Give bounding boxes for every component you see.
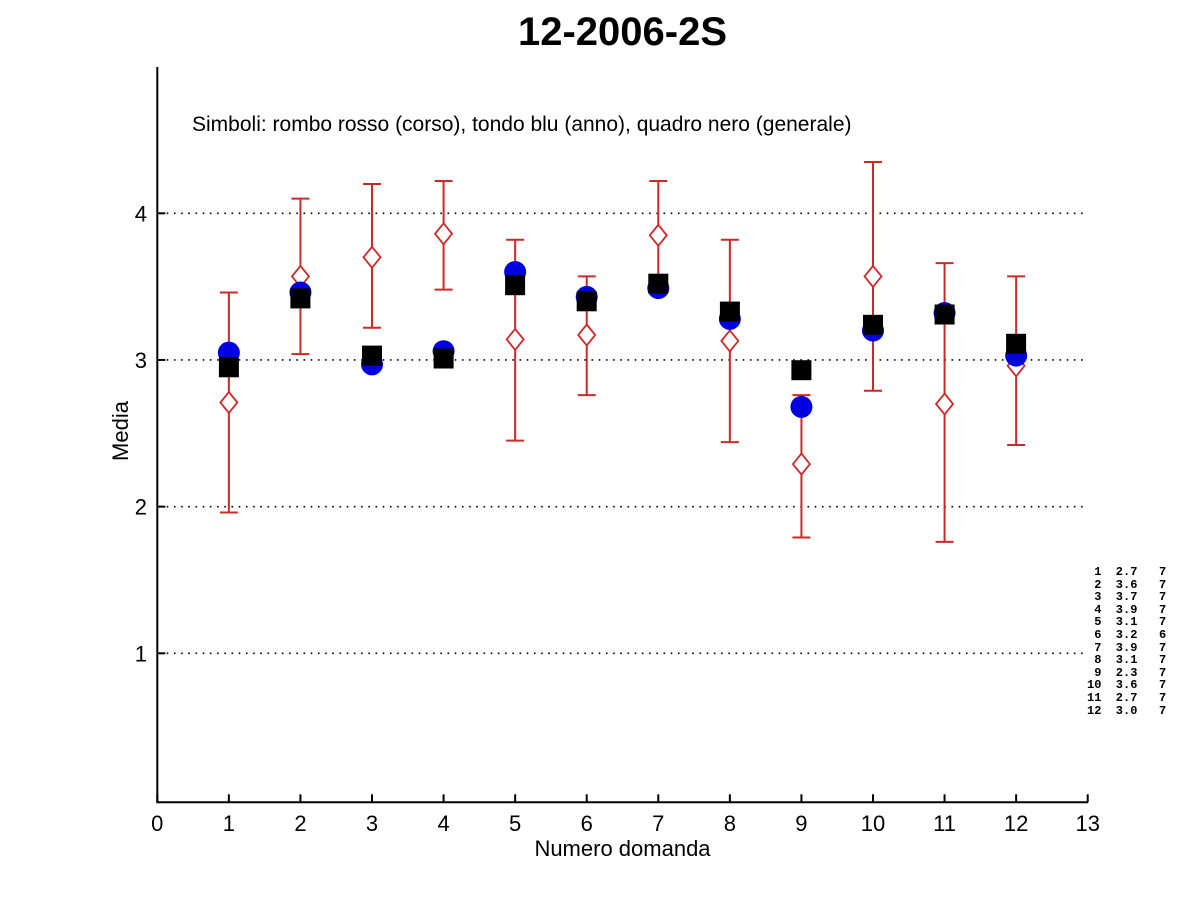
diamond-marker-q9 <box>791 452 812 477</box>
square-marker-q9 <box>791 360 812 381</box>
square-marker-q3 <box>362 345 382 366</box>
x-tick-label: 1 <box>223 811 235 836</box>
square-marker-q10 <box>863 314 883 335</box>
x-tick-label: 4 <box>437 811 449 836</box>
diamond-marker-q3 <box>362 245 382 270</box>
diamond-marker-q10 <box>863 264 883 289</box>
diamond-marker-q5 <box>505 327 525 352</box>
x-tick-label: 9 <box>795 811 807 836</box>
side-table: 1 2.7 7 2 3.6 7 3 3.7 7 4 3.9 7 5 3.1 7 … <box>1087 565 1167 718</box>
x-tick-label: 5 <box>509 811 521 836</box>
x-tick-label: 0 <box>151 811 163 836</box>
axis-line <box>156 67 1088 804</box>
diamond-marker-q6 <box>577 323 597 347</box>
y-tick-label: 4 <box>135 201 147 226</box>
square-marker-q6 <box>576 291 597 312</box>
x-tick-label: 7 <box>652 811 664 836</box>
y-tick-label: 1 <box>135 641 147 666</box>
x-tick-label: 13 <box>1075 811 1099 836</box>
x-tick-label: 11 <box>933 811 956 836</box>
x-tick-label: 8 <box>724 811 736 836</box>
square-marker-q8 <box>719 301 740 322</box>
y-axis-label: Media <box>108 401 133 461</box>
diamond-marker-q4 <box>433 221 454 246</box>
square-marker-q7 <box>648 273 669 294</box>
diamond-marker-q7 <box>648 223 668 248</box>
diamond-marker-q8 <box>720 328 740 353</box>
square-marker-q2 <box>290 288 311 309</box>
y-tick-label: 3 <box>135 348 147 373</box>
square-marker-q5 <box>505 275 526 296</box>
chart-title: 12-2006-2S <box>517 10 728 54</box>
x-tick-label: 3 <box>366 811 378 836</box>
x-tick-label: 10 <box>861 811 885 836</box>
square-marker-q12 <box>1006 333 1027 354</box>
x-tick-label: 2 <box>294 811 306 836</box>
square-marker-q1 <box>218 357 239 378</box>
circle-marker-q9 <box>790 395 813 418</box>
x-axis-label: Numero domanda <box>534 836 711 861</box>
y-tick-label: 2 <box>135 495 147 520</box>
x-tick-label: 6 <box>581 811 593 836</box>
legend-annotation: Simboli: rombo rosso (corso), tondo blu … <box>192 113 852 136</box>
diamond-marker-q1 <box>219 390 239 415</box>
x-tick-label: 12 <box>1004 811 1028 836</box>
square-marker-q4 <box>433 348 454 369</box>
diamond-marker-q11 <box>934 392 955 416</box>
square-marker-q11 <box>934 304 955 325</box>
